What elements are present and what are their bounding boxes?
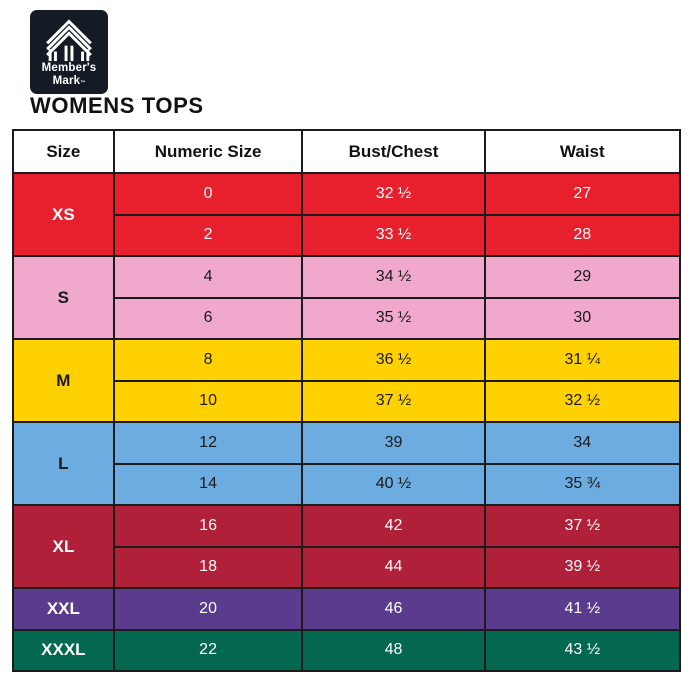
numeric-size-cell: 6	[112, 296, 304, 340]
numeric-size-cell: 16	[112, 504, 304, 548]
table-row-xl-0: XL 16 42 37 ½	[12, 504, 682, 589]
table-row-s-1: 6 35 ½ 30	[13, 296, 682, 340]
waist-cell: 29	[483, 255, 682, 299]
brand-name-line2: Mark	[52, 74, 81, 87]
numeric-size-cell: 18	[112, 545, 304, 589]
brand-name: Member's Mark™	[42, 62, 97, 87]
size-label-xs: XS	[12, 172, 115, 257]
bust-chest-cell: 37 ½	[301, 379, 486, 423]
size-label-xxl: XXL	[12, 587, 115, 631]
table-row-xxxl-0: XXXL 22 48 43 ½	[12, 628, 682, 672]
page-title: WOMENS TOPS	[30, 93, 204, 118]
bust-chest-cell: 44	[301, 545, 486, 589]
waist-cell: 41 ½	[483, 587, 682, 631]
bust-chest-cell: 34 ½	[301, 255, 486, 299]
numeric-size-cell: 4	[112, 255, 304, 299]
header-row: Size Numeric Size Bust/Chest Waist	[12, 129, 682, 174]
table-row-xs-1: 2 33 ½ 28	[13, 213, 682, 257]
waist-cell: 31 ¼	[483, 338, 682, 382]
column-header-numeric-size: Numeric Size	[112, 129, 304, 174]
size-label-s: S	[12, 255, 115, 340]
numeric-size-cell: 0	[112, 172, 304, 216]
table-row-s-0: S 4 34 ½ 29	[12, 255, 682, 340]
waist-cell: 30	[483, 296, 682, 340]
waist-cell: 27	[483, 172, 682, 216]
size-table-body: XS 0 32 ½ 27 2 33 ½ 28 S 4 34 ½ 29 6 35 ½ 30 M 8 36 ½ 31 …	[12, 172, 682, 672]
column-header-bust-chest: Bust/Chest	[301, 129, 486, 174]
bust-chest-cell: 32 ½	[301, 172, 486, 216]
waist-cell: 43 ½	[483, 628, 682, 672]
size-label-xl: XL	[12, 504, 115, 589]
table-row-l-1: 14 40 ½ 35 ¾	[13, 462, 682, 506]
table-row-xxl-0: XXL 20 46 41 ½	[12, 587, 682, 631]
bust-chest-cell: 35 ½	[301, 296, 486, 340]
waist-cell: 39 ½	[483, 545, 682, 589]
column-header-waist: Waist	[483, 129, 682, 174]
members-mark-logo: Member's Mark™	[30, 10, 108, 94]
numeric-size-cell: 20	[112, 587, 304, 631]
size-label-l: L	[12, 421, 115, 506]
bust-chest-cell: 48	[301, 628, 486, 672]
numeric-size-cell: 14	[112, 462, 304, 506]
members-mark-m-icon	[46, 19, 92, 61]
size-chart-table: Size Numeric Size Bust/Chest Waist XS 0 32…	[12, 129, 682, 672]
waist-cell: 32 ½	[483, 379, 682, 423]
size-label-xxxl: XXXL	[12, 628, 115, 672]
size-label-m: M	[12, 338, 115, 423]
numeric-size-cell: 2	[112, 213, 304, 257]
trademark-symbol: ™	[80, 79, 86, 86]
brand-name-line1: Member's	[41, 62, 97, 74]
waist-cell: 28	[483, 213, 682, 257]
waist-cell: 35 ¾	[483, 462, 682, 506]
waist-cell: 34	[483, 421, 682, 465]
numeric-size-cell: 8	[112, 338, 304, 382]
numeric-size-cell: 22	[112, 628, 304, 672]
numeric-size-cell: 10	[112, 379, 304, 423]
bust-chest-cell: 46	[301, 587, 486, 631]
table-row-m-1: 10 37 ½ 32 ½	[13, 379, 682, 423]
numeric-size-cell: 12	[112, 421, 304, 465]
bust-chest-cell: 39	[301, 421, 486, 465]
table-row-m-0: M 8 36 ½ 31 ¼	[12, 338, 682, 423]
bust-chest-cell: 42	[301, 504, 486, 548]
table-row-l-0: L 12 39 34	[12, 421, 682, 506]
column-header-size: Size	[12, 129, 115, 174]
table-row-xs-0: XS 0 32 ½ 27	[12, 172, 682, 257]
waist-cell: 37 ½	[483, 504, 682, 548]
table-row-xl-1: 18 44 39 ½	[13, 545, 682, 589]
bust-chest-cell: 33 ½	[301, 213, 486, 257]
bust-chest-cell: 36 ½	[301, 338, 486, 382]
bust-chest-cell: 40 ½	[301, 462, 486, 506]
